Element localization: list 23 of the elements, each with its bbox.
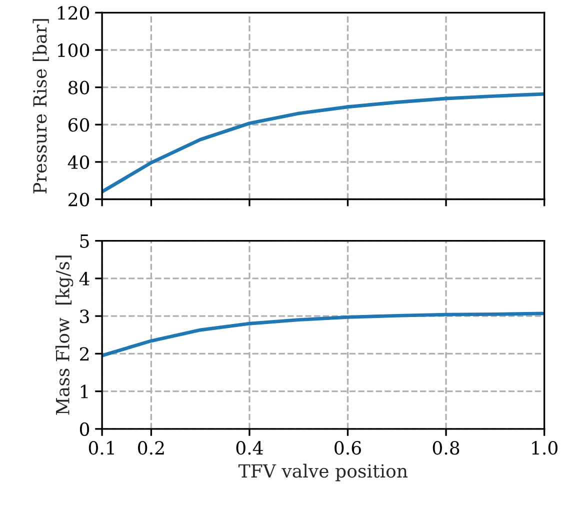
y-tick-label: 60	[68, 118, 90, 132]
x-tick-label: 0.2	[138, 441, 164, 455]
x-axis-title: TFV valve position	[238, 464, 408, 482]
y-tick-label: 3	[80, 310, 89, 324]
y-axis-title: Mass Flow [kg/s]	[55, 256, 74, 415]
y-tick-label: 40	[68, 155, 90, 170]
x-tick-label: 0.8	[432, 441, 460, 455]
y-axis-title: Pressure Rise [bar]	[32, 19, 49, 194]
y-tick-label: 2	[80, 347, 88, 361]
y-tick-label: 5	[80, 234, 89, 248]
y-tick-label: 4	[79, 272, 90, 286]
y-tick-label: 20	[68, 192, 90, 206]
y-tick-label: 1	[80, 384, 88, 398]
x-tick-label: 0.1	[88, 441, 114, 455]
y-tick-label: 120	[58, 6, 90, 20]
x-tick-label: 1.0	[532, 441, 558, 455]
x-tick-label: 0.6	[334, 441, 361, 455]
y-tick-label: 100	[58, 43, 90, 58]
y-tick-label: 0	[80, 422, 90, 436]
line-series	[102, 92, 544, 194]
line-series	[102, 312, 544, 358]
y-tick-label: 80	[68, 80, 90, 94]
x-tick-label: 0.4	[236, 441, 263, 455]
